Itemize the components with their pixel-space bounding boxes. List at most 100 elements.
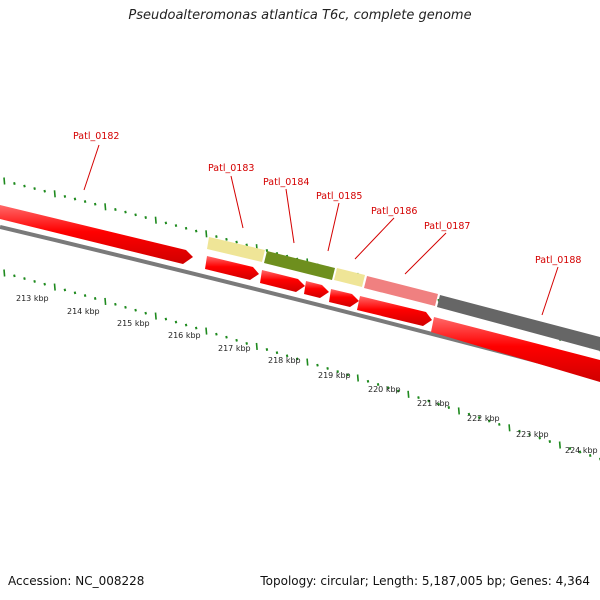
gene-labels: Patl_0182 Patl_0183 Patl_0184 Patl_0185 … — [73, 131, 581, 266]
inner-minor-tick — [316, 363, 319, 367]
inner-minor-tick — [194, 326, 198, 330]
inner-major-tick — [53, 283, 56, 291]
scale-label-223: 223 kbp — [516, 430, 549, 439]
inner-minor-tick — [437, 402, 440, 406]
gene-label-patl-0185[interactable]: Patl_0185 — [316, 191, 362, 202]
feature-block-pink[interactable] — [364, 276, 438, 306]
genome-title: Pseudoalteromonas atlantica T6c, complet… — [128, 8, 472, 23]
outer-minor-tick — [23, 184, 26, 188]
inner-minor-tick — [326, 366, 329, 370]
inner-major-tick — [306, 358, 309, 366]
outer-minor-tick — [164, 221, 168, 225]
inner-minor-tick — [245, 341, 248, 345]
outer-minor-tick — [184, 226, 188, 230]
inner-minor-tick — [417, 396, 420, 400]
outer-major-tick — [104, 203, 107, 211]
inner-minor-tick — [134, 308, 137, 312]
outer-minor-tick — [144, 216, 147, 219]
scale-label-217: 217 kbp — [218, 344, 251, 353]
leader-patl-0187 — [404, 232, 447, 275]
leader-patl-0183 — [230, 175, 244, 229]
cds-patl-0184[interactable] — [260, 270, 305, 292]
inner-minor-tick — [83, 294, 87, 298]
outer-major-tick — [205, 230, 208, 238]
feature-block-yellow-2[interactable] — [334, 268, 365, 287]
gene-label-patl-0186[interactable]: Patl_0186 — [371, 206, 417, 217]
feature-block-olive[interactable] — [264, 251, 335, 280]
inner-major-tick — [3, 269, 6, 277]
outer-minor-tick — [73, 197, 77, 201]
leader-patl-0188 — [541, 266, 559, 316]
inner-minor-tick — [93, 297, 97, 300]
feature-block-yellow-1[interactable] — [207, 237, 265, 262]
inner-minor-tick — [548, 440, 552, 443]
inner-minor-tick — [568, 447, 572, 450]
inner-major-tick — [558, 441, 561, 449]
scale-label-221: 221 kbp — [417, 399, 450, 408]
inner-tick-ring — [3, 269, 600, 461]
inner-minor-tick — [174, 320, 178, 324]
gene-label-patl-0187[interactable]: Patl_0187 — [424, 221, 470, 232]
gene-label-patl-0183[interactable]: Patl_0183 — [208, 163, 254, 174]
inner-minor-tick — [518, 429, 521, 433]
outer-minor-tick — [215, 235, 218, 239]
inner-minor-tick — [588, 454, 592, 457]
outer-minor-tick — [13, 182, 16, 185]
inner-minor-tick — [225, 335, 228, 339]
outer-minor-tick — [245, 243, 248, 247]
inner-minor-tick — [13, 274, 16, 278]
cds-patl-0183[interactable] — [205, 256, 259, 280]
cds-patl-0182[interactable] — [0, 205, 193, 264]
inner-major-tick — [356, 374, 359, 382]
scale-label-224: 224 kbp — [565, 446, 598, 455]
cds-patl-0188[interactable] — [431, 317, 600, 382]
inner-minor-tick — [397, 389, 400, 393]
inner-minor-tick — [336, 370, 339, 374]
label-leaders — [83, 144, 559, 316]
inner-major-tick — [205, 327, 208, 335]
inner-minor-tick — [467, 412, 471, 416]
feature-block-gray[interactable] — [437, 295, 600, 351]
inner-minor-tick — [184, 323, 188, 327]
inner-minor-tick — [578, 450, 582, 454]
scale-label-220: 220 kbp — [368, 385, 401, 394]
inner-minor-tick — [498, 422, 501, 426]
inner-major-tick — [508, 424, 511, 432]
outer-minor-tick — [235, 240, 238, 244]
cds-patl-0187[interactable] — [357, 296, 432, 326]
scale-label-219: 219 kbp — [318, 371, 351, 380]
inner-minor-tick — [43, 282, 46, 286]
inner-major-tick — [407, 390, 410, 398]
outer-major-tick — [53, 190, 56, 198]
outer-minor-tick — [134, 213, 137, 217]
outer-major-tick — [3, 177, 6, 185]
inner-major-tick — [104, 297, 107, 305]
outer-minor-tick — [114, 208, 117, 211]
inner-minor-tick — [265, 348, 269, 351]
outer-major-tick — [154, 216, 157, 224]
scale-label-214: 214 kbp — [67, 307, 100, 316]
leader-patl-0184 — [285, 188, 295, 244]
gene-label-patl-0182[interactable]: Patl_0182 — [73, 131, 119, 142]
inner-minor-tick — [538, 436, 541, 440]
inner-minor-tick — [447, 406, 451, 409]
outer-minor-tick — [83, 200, 87, 204]
outer-minor-tick — [225, 237, 228, 241]
scale-label-215: 215 kbp — [117, 319, 150, 328]
inner-minor-tick — [376, 383, 380, 386]
inner-major-tick — [154, 312, 157, 320]
inner-minor-tick — [295, 357, 299, 361]
outer-minor-tick — [63, 194, 67, 198]
cds-patl-0185[interactable] — [304, 281, 329, 298]
gene-label-patl-0184[interactable]: Patl_0184 — [263, 177, 309, 188]
leader-patl-0182 — [83, 144, 100, 191]
cds-patl-0186[interactable] — [329, 289, 359, 307]
gene-label-patl-0188[interactable]: Patl_0188 — [535, 255, 581, 266]
scale-label-213: 213 kbp — [16, 294, 49, 303]
inner-minor-tick — [73, 291, 77, 295]
inner-minor-tick — [114, 302, 117, 306]
outer-minor-tick — [124, 210, 127, 214]
inner-minor-tick — [235, 338, 238, 342]
feature-lane-upper — [207, 237, 600, 351]
